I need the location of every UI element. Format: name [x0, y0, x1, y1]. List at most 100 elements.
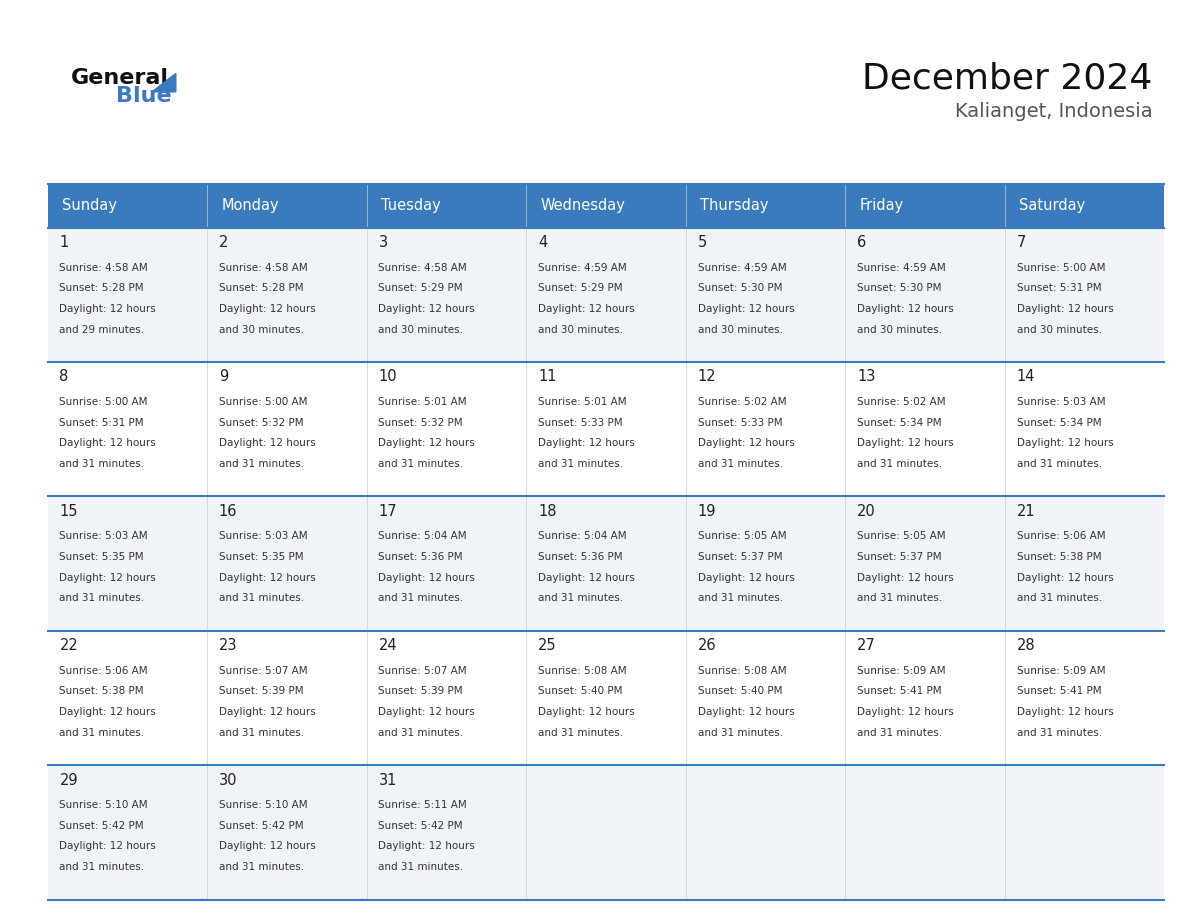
Bar: [845, 228, 1005, 362]
Text: Sunrise: 5:00 AM: Sunrise: 5:00 AM: [1017, 263, 1105, 273]
Text: Daylight: 12 hours: Daylight: 12 hours: [697, 438, 795, 448]
Text: and 29 minutes.: and 29 minutes.: [59, 325, 145, 334]
Text: Daylight: 12 hours: Daylight: 12 hours: [538, 573, 634, 583]
Bar: [207, 362, 367, 497]
Text: and 31 minutes.: and 31 minutes.: [59, 862, 145, 872]
Text: Thursday: Thursday: [700, 198, 769, 213]
Text: Daylight: 12 hours: Daylight: 12 hours: [59, 304, 156, 314]
Text: Sunday: Sunday: [62, 198, 116, 213]
Text: Sunset: 5:41 PM: Sunset: 5:41 PM: [1017, 687, 1101, 697]
Text: 28: 28: [1017, 638, 1035, 654]
Bar: [526, 362, 685, 497]
Text: Sunset: 5:37 PM: Sunset: 5:37 PM: [857, 552, 942, 562]
Text: and 31 minutes.: and 31 minutes.: [59, 459, 145, 469]
Text: Sunrise: 5:03 AM: Sunrise: 5:03 AM: [59, 532, 148, 542]
Text: Daylight: 12 hours: Daylight: 12 hours: [59, 573, 156, 583]
Bar: [1005, 362, 1164, 497]
Bar: [526, 497, 685, 631]
Text: 23: 23: [219, 638, 238, 654]
Text: and 31 minutes.: and 31 minutes.: [219, 862, 304, 872]
Text: Daylight: 12 hours: Daylight: 12 hours: [219, 438, 316, 448]
Text: 7: 7: [1017, 235, 1026, 250]
Text: Sunset: 5:39 PM: Sunset: 5:39 PM: [219, 687, 304, 697]
Text: Friday: Friday: [859, 198, 904, 213]
Text: Sunset: 5:35 PM: Sunset: 5:35 PM: [59, 552, 144, 562]
Text: 20: 20: [857, 504, 876, 519]
Bar: [526, 184, 685, 228]
Text: and 30 minutes.: and 30 minutes.: [1017, 325, 1101, 334]
Text: Daylight: 12 hours: Daylight: 12 hours: [1017, 573, 1113, 583]
Text: and 31 minutes.: and 31 minutes.: [1017, 728, 1101, 738]
Text: and 31 minutes.: and 31 minutes.: [219, 459, 304, 469]
Text: 31: 31: [379, 773, 397, 788]
Text: General: General: [71, 68, 169, 88]
Text: Daylight: 12 hours: Daylight: 12 hours: [1017, 707, 1113, 717]
Text: 25: 25: [538, 638, 557, 654]
Bar: [685, 362, 845, 497]
Text: Daylight: 12 hours: Daylight: 12 hours: [59, 707, 156, 717]
Bar: [48, 631, 207, 766]
Text: and 31 minutes.: and 31 minutes.: [857, 593, 942, 603]
Text: and 31 minutes.: and 31 minutes.: [538, 728, 624, 738]
Text: 9: 9: [219, 369, 228, 385]
Text: Sunrise: 4:59 AM: Sunrise: 4:59 AM: [857, 263, 946, 273]
Text: Sunset: 5:29 PM: Sunset: 5:29 PM: [379, 284, 463, 293]
Text: Sunset: 5:40 PM: Sunset: 5:40 PM: [538, 687, 623, 697]
Text: Sunset: 5:34 PM: Sunset: 5:34 PM: [857, 418, 942, 428]
Bar: [685, 631, 845, 766]
Text: Sunset: 5:32 PM: Sunset: 5:32 PM: [379, 418, 463, 428]
Text: and 31 minutes.: and 31 minutes.: [857, 728, 942, 738]
Text: and 31 minutes.: and 31 minutes.: [697, 728, 783, 738]
Bar: [526, 631, 685, 766]
Text: Kalianget, Indonesia: Kalianget, Indonesia: [955, 103, 1152, 121]
Text: Daylight: 12 hours: Daylight: 12 hours: [697, 707, 795, 717]
Text: Sunrise: 5:09 AM: Sunrise: 5:09 AM: [857, 666, 946, 676]
Text: Daylight: 12 hours: Daylight: 12 hours: [857, 304, 954, 314]
Text: 22: 22: [59, 638, 78, 654]
Text: Tuesday: Tuesday: [381, 198, 441, 213]
Bar: [685, 766, 845, 900]
Text: Daylight: 12 hours: Daylight: 12 hours: [219, 842, 316, 852]
Bar: [845, 184, 1005, 228]
Bar: [367, 497, 526, 631]
Text: Sunrise: 4:58 AM: Sunrise: 4:58 AM: [59, 263, 148, 273]
Text: Sunset: 5:33 PM: Sunset: 5:33 PM: [538, 418, 623, 428]
Text: Sunset: 5:31 PM: Sunset: 5:31 PM: [1017, 284, 1101, 293]
Bar: [367, 631, 526, 766]
Text: Daylight: 12 hours: Daylight: 12 hours: [1017, 304, 1113, 314]
Bar: [685, 184, 845, 228]
Text: 8: 8: [59, 369, 69, 385]
Text: 17: 17: [379, 504, 397, 519]
Text: 26: 26: [697, 638, 716, 654]
Text: Daylight: 12 hours: Daylight: 12 hours: [219, 573, 316, 583]
Text: Sunset: 5:42 PM: Sunset: 5:42 PM: [219, 821, 304, 831]
Text: December 2024: December 2024: [862, 61, 1152, 95]
Text: Daylight: 12 hours: Daylight: 12 hours: [538, 304, 634, 314]
Bar: [1005, 497, 1164, 631]
Bar: [48, 362, 207, 497]
Text: Daylight: 12 hours: Daylight: 12 hours: [379, 842, 475, 852]
Text: Wednesday: Wednesday: [541, 198, 625, 213]
Text: 18: 18: [538, 504, 556, 519]
Text: Daylight: 12 hours: Daylight: 12 hours: [59, 438, 156, 448]
Text: Daylight: 12 hours: Daylight: 12 hours: [379, 438, 475, 448]
Text: Sunrise: 5:06 AM: Sunrise: 5:06 AM: [1017, 532, 1105, 542]
Text: Saturday: Saturday: [1019, 198, 1085, 213]
Text: 27: 27: [857, 638, 876, 654]
Bar: [207, 228, 367, 362]
Text: 2: 2: [219, 235, 228, 250]
Text: Sunrise: 5:01 AM: Sunrise: 5:01 AM: [538, 397, 626, 407]
Text: and 31 minutes.: and 31 minutes.: [59, 728, 145, 738]
Text: Sunrise: 5:01 AM: Sunrise: 5:01 AM: [379, 397, 467, 407]
Bar: [845, 497, 1005, 631]
Text: Sunrise: 5:07 AM: Sunrise: 5:07 AM: [219, 666, 308, 676]
Text: and 31 minutes.: and 31 minutes.: [1017, 593, 1101, 603]
Text: Sunrise: 5:00 AM: Sunrise: 5:00 AM: [59, 397, 147, 407]
Text: 5: 5: [697, 235, 707, 250]
Text: Sunset: 5:35 PM: Sunset: 5:35 PM: [219, 552, 304, 562]
Text: Sunset: 5:38 PM: Sunset: 5:38 PM: [59, 687, 144, 697]
Text: Sunrise: 5:10 AM: Sunrise: 5:10 AM: [59, 800, 148, 810]
Bar: [685, 497, 845, 631]
Text: 12: 12: [697, 369, 716, 385]
Bar: [48, 766, 207, 900]
